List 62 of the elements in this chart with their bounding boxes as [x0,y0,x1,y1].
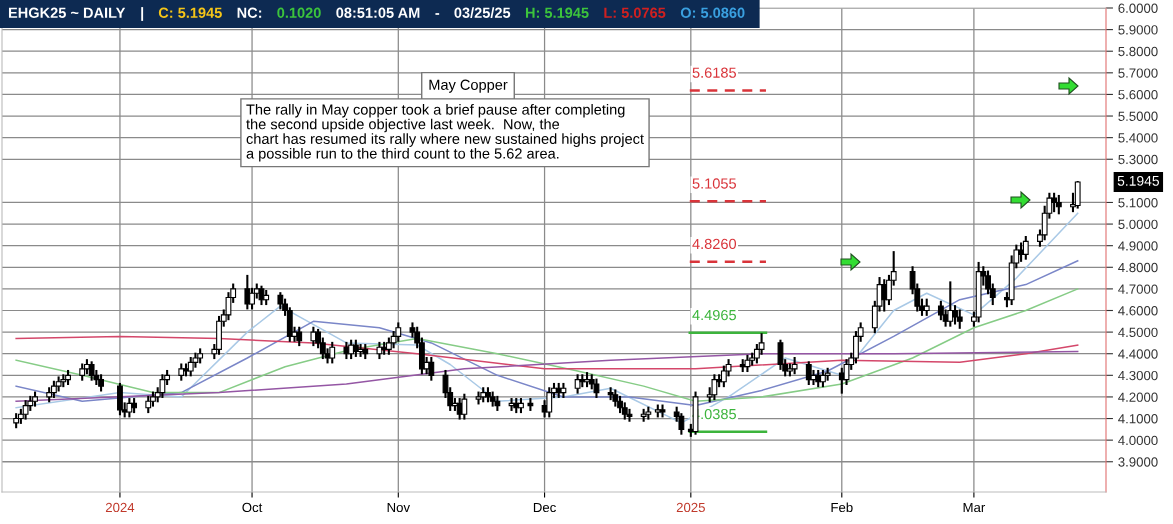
ref-line-label: 5.1055 [692,178,736,189]
annotation: L: 5.0765 [604,7,666,18]
line-series [15,350,1079,403]
y-tick-label: 5.1000 [1118,198,1158,208]
annotation: 08:51:05 AM [336,7,420,18]
y-tick-label: 4.1000 [1118,414,1158,424]
x-tick-label: Dec [533,502,556,513]
y-tick-label: 4.4000 [1118,349,1158,359]
annotation: - [435,13,440,15]
y-tick-label: 5.9000 [1118,25,1158,35]
ref-line-label: 5.6185 [692,67,736,78]
y-tick-label: 5.4000 [1118,133,1158,143]
ref-line-label: 4.8260 [692,238,737,250]
y-tick-label: 4.0000 [1118,435,1158,446]
x-tick-label: 2025 [676,502,705,513]
y-tick-label: 5.8000 [1118,46,1158,57]
line-series [15,260,1079,407]
candlestick [461,393,468,420]
candlestick [711,374,718,401]
candlestick [659,404,666,418]
y-tick-label: 4.8000 [1118,262,1158,273]
y-tick-label: 5.0000 [1118,219,1158,229]
annotation: 03/25/25 [454,7,511,19]
text: 5.1945 [1117,175,1160,186]
candlestick [1074,181,1081,209]
candlestick [117,382,123,416]
y-tick-label: 5.6000 [1118,90,1158,100]
x-tick-label: Oct [242,502,263,513]
y-tick-label: 5.3000 [1118,154,1158,165]
y-tick-label: 4.3000 [1118,370,1158,381]
annotation: | [141,7,144,21]
candlestick [947,281,954,327]
annotation: The rally in May copper took a brief pause after completing the second upside objective last week. Now, the chart has resumed its rally where new sustained highs project a possible run to the third count to the 5.62 area. [246,104,644,162]
candlestick [805,361,812,385]
annotation: NC: [237,7,262,18]
y-tick-label: 4.6000 [1118,306,1158,316]
ref-line-label: 4.4965 [692,309,736,321]
line-series [15,288,1079,403]
y-tick-label: 6.0000 [1118,3,1158,13]
y-tick-label: 4.2000 [1118,392,1158,402]
candlestick [475,391,482,405]
x-tick-label: 2024 [105,502,135,513]
x-tick-label: Feb [831,502,853,513]
y-tick-label: 4.5000 [1118,327,1158,338]
candlestick [329,341,336,364]
y-tick-label: 3.9000 [1118,457,1158,467]
candlestick [428,357,435,381]
x-tick-label: Nov [387,502,410,513]
y-tick-label: 5.7000 [1118,68,1158,78]
candlestick [244,274,251,310]
annotation: 0.1020 [277,7,321,18]
chart-title: EHGK25 ~ DAILY [8,7,126,18]
candlestick [159,374,166,398]
x-tick-label: Mar [963,502,986,513]
annotation: C: 5.1945 [158,7,222,18]
y-tick-label: 4.9000 [1118,241,1158,251]
annotation: O: 5.0860 [680,7,745,18]
y-tick-label: 5.5000 [1118,111,1158,121]
candlestick [546,387,553,418]
annotation: H: 5.1945 [525,7,589,18]
y-tick-label: 4.7000 [1118,284,1158,294]
annotation: May Copper [429,79,508,93]
